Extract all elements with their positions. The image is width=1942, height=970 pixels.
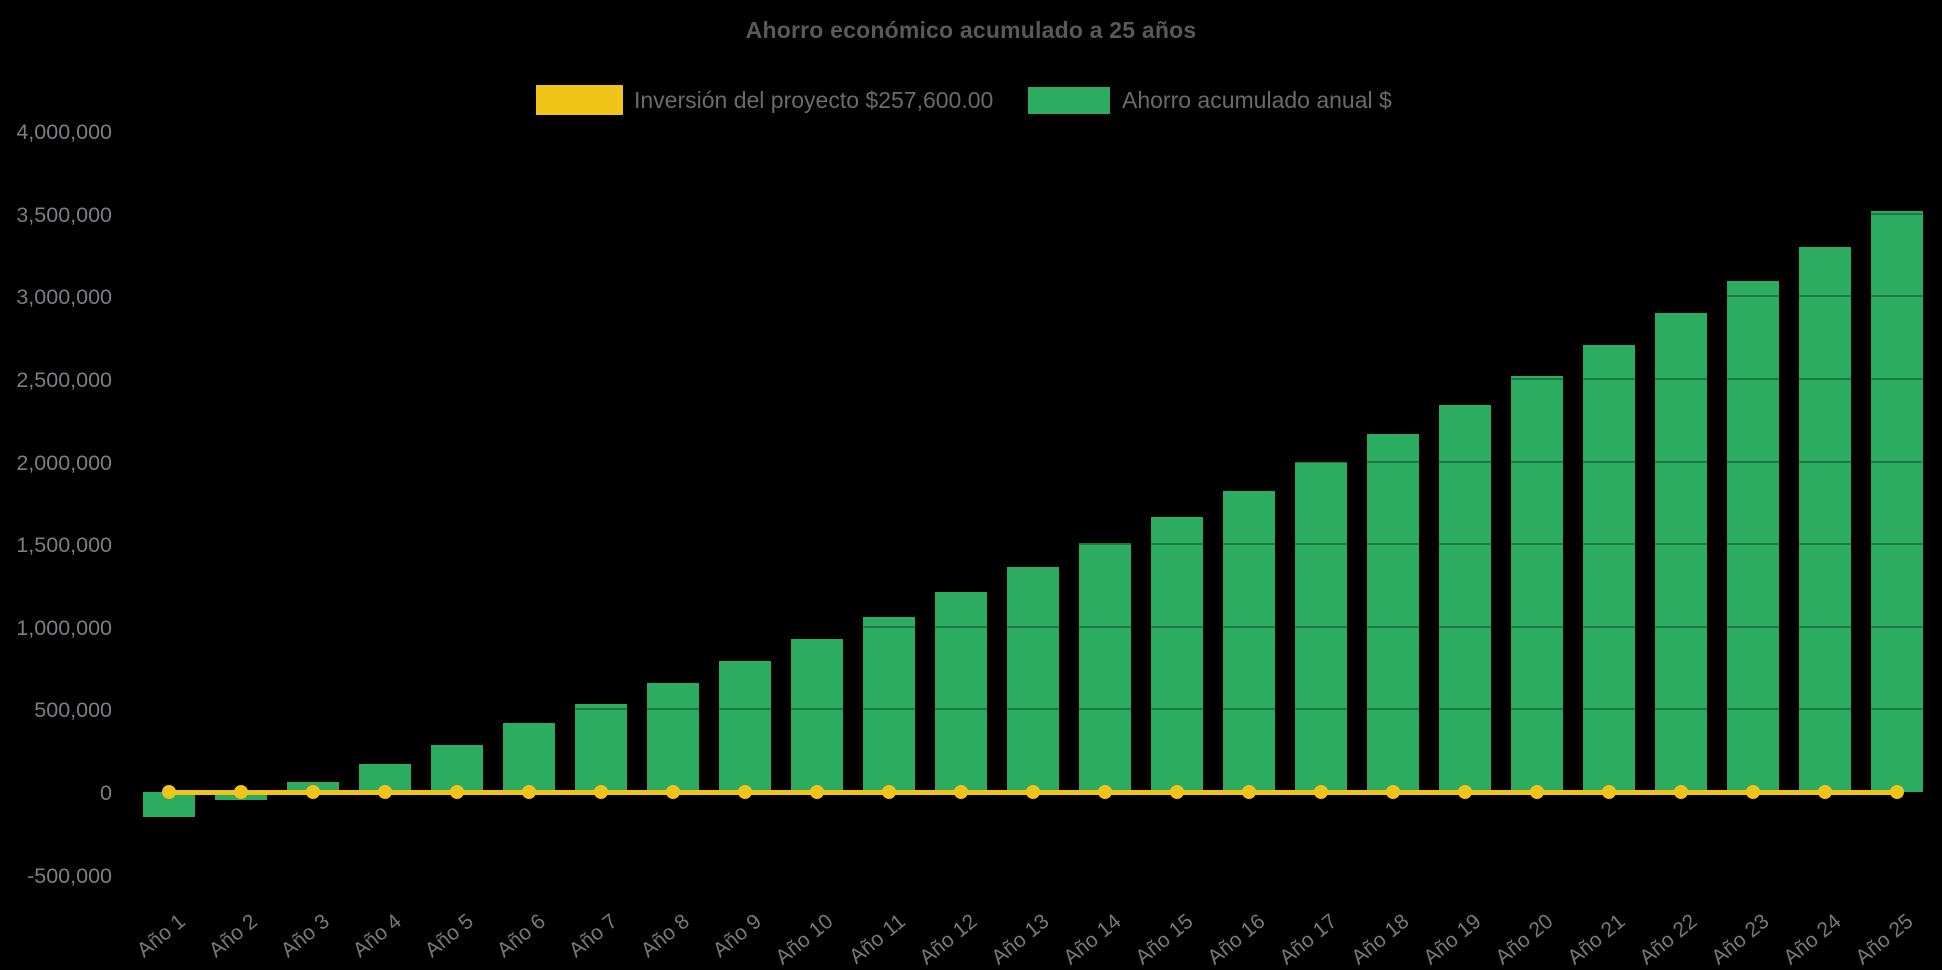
y-axis-tick-label: 3,000,000 — [16, 285, 112, 310]
x-axis-tick-label: Año 10 — [771, 909, 838, 970]
bar-año-11[interactable] — [863, 616, 915, 792]
x-axis-tick-label: Año 1 — [132, 909, 190, 963]
investment-line-marker-22[interactable] — [1674, 785, 1688, 799]
x-axis-tick-label: Año 9 — [708, 909, 766, 963]
gridline — [138, 708, 1922, 711]
investment-line-marker-13[interactable] — [1026, 785, 1040, 799]
bar-año-12[interactable] — [935, 592, 987, 792]
investment-line-marker-2[interactable] — [234, 785, 248, 799]
investment-line-marker-21[interactable] — [1602, 785, 1616, 799]
x-axis-tick-label: Año 18 — [1347, 909, 1414, 970]
bar-año-19[interactable] — [1439, 405, 1491, 792]
bar-año-21[interactable] — [1583, 345, 1635, 792]
x-axis-tick-label: Año 2 — [204, 909, 262, 963]
x-axis-tick-label: Año 20 — [1491, 909, 1558, 970]
x-axis-tick-label: Año 21 — [1563, 909, 1630, 970]
investment-line-marker-19[interactable] — [1458, 785, 1472, 799]
investment-line-marker-14[interactable] — [1098, 785, 1112, 799]
legend-label-inversion[interactable]: Inversión del proyecto $257,600.00 — [634, 87, 994, 113]
x-axis-tick-label: Año 6 — [492, 909, 550, 963]
gridline — [138, 295, 1922, 298]
y-axis-tick-label: 500,000 — [34, 698, 112, 723]
x-axis-tick-label: Año 15 — [1131, 909, 1198, 970]
x-axis-tick-label: Año 24 — [1779, 909, 1846, 970]
investment-line-marker-3[interactable] — [306, 785, 320, 799]
x-axis-tick-label: Año 25 — [1851, 909, 1918, 970]
bar-año-16[interactable] — [1223, 490, 1275, 792]
x-axis-tick-label: Año 14 — [1059, 909, 1126, 970]
bar-año-14[interactable] — [1079, 543, 1131, 792]
x-axis-tick-label: Año 8 — [636, 909, 694, 963]
y-axis-tick-label: 3,500,000 — [16, 202, 112, 227]
x-axis-tick-label: Año 7 — [564, 909, 622, 963]
bar-año-13[interactable] — [1007, 567, 1059, 792]
x-axis-tick-label: Año 23 — [1707, 909, 1774, 970]
investment-line-marker-6[interactable] — [522, 785, 536, 799]
bar-año-24[interactable] — [1799, 246, 1851, 792]
bar-año-8[interactable] — [647, 682, 699, 792]
bar-año-18[interactable] — [1367, 434, 1419, 792]
investment-line-marker-18[interactable] — [1386, 785, 1400, 799]
investment-line-marker-17[interactable] — [1314, 785, 1328, 799]
y-axis-tick-label: 1,000,000 — [16, 615, 112, 640]
investment-line-marker-23[interactable] — [1746, 785, 1760, 799]
bar-año-17[interactable] — [1295, 462, 1347, 792]
bar-año-5[interactable] — [431, 744, 483, 792]
x-axis-tick-label: Año 19 — [1419, 909, 1486, 970]
x-axis-tick-label: Año 11 — [844, 909, 910, 969]
y-axis-tick-label: 1,500,000 — [16, 533, 112, 558]
bar-año-7[interactable] — [575, 703, 627, 792]
legend-swatch-inversion[interactable] — [536, 85, 623, 115]
legend-swatch-ahorro[interactable] — [1028, 87, 1110, 114]
investment-line-marker-10[interactable] — [810, 785, 824, 799]
x-axis-tick-label: Año 12 — [915, 909, 982, 970]
y-axis-tick-label: 2,500,000 — [16, 368, 112, 392]
y-axis-tick-label: 0 — [100, 781, 112, 805]
x-axis-tick-label: Año 22 — [1635, 909, 1702, 970]
bar-año-15[interactable] — [1151, 516, 1203, 792]
investment-line-marker-16[interactable] — [1242, 785, 1256, 799]
investment-line-marker-20[interactable] — [1530, 785, 1544, 799]
gridline — [138, 378, 1922, 380]
gridline — [138, 543, 1922, 546]
x-axis-tick-label: Año 13 — [987, 909, 1054, 970]
investment-line-marker-9[interactable] — [738, 785, 752, 799]
investment-line-marker-12[interactable] — [954, 785, 968, 799]
x-axis-tick-label: Año 4 — [348, 909, 406, 963]
bar-año-9[interactable] — [719, 660, 771, 792]
gridline — [138, 460, 1922, 463]
x-axis-tick-label: Año 3 — [276, 909, 334, 963]
gridline — [138, 625, 1922, 628]
investment-line-marker-8[interactable] — [666, 785, 680, 799]
gridline — [138, 130, 1922, 133]
legend-label-ahorro[interactable]: Ahorro acumulado anual $ — [1122, 87, 1392, 113]
x-axis-tick-label: Año 17 — [1275, 909, 1342, 970]
chart-title: Ahorro económico acumulado a 25 años — [745, 17, 1197, 43]
y-axis-tick-label: -500,000 — [27, 863, 112, 888]
investment-line-marker-24[interactable] — [1818, 785, 1832, 799]
investment-line-marker-15[interactable] — [1170, 785, 1184, 799]
gridline — [138, 873, 1922, 876]
bar-año-10[interactable] — [791, 639, 843, 792]
y-axis-tick-label: 2,000,000 — [16, 450, 112, 475]
bar-año-20[interactable] — [1511, 375, 1563, 792]
bar-año-6[interactable] — [503, 723, 555, 792]
bar-año-25[interactable] — [1871, 211, 1923, 792]
investment-line-marker-1[interactable] — [162, 785, 176, 799]
y-axis-tick-label: 4,000,000 — [16, 120, 112, 145]
bar-año-23[interactable] — [1727, 280, 1779, 792]
investment-line-marker-11[interactable] — [882, 785, 896, 799]
x-axis-tick-label: Año 16 — [1203, 909, 1270, 970]
investment-line-marker-5[interactable] — [450, 785, 464, 799]
investment-line-marker-25[interactable] — [1890, 785, 1904, 799]
gridline — [138, 212, 1922, 215]
bar-año-22[interactable] — [1655, 312, 1707, 792]
investment-line-marker-7[interactable] — [594, 785, 608, 799]
x-axis-tick-label: Año 5 — [420, 909, 478, 963]
investment-line-marker-4[interactable] — [378, 785, 392, 799]
